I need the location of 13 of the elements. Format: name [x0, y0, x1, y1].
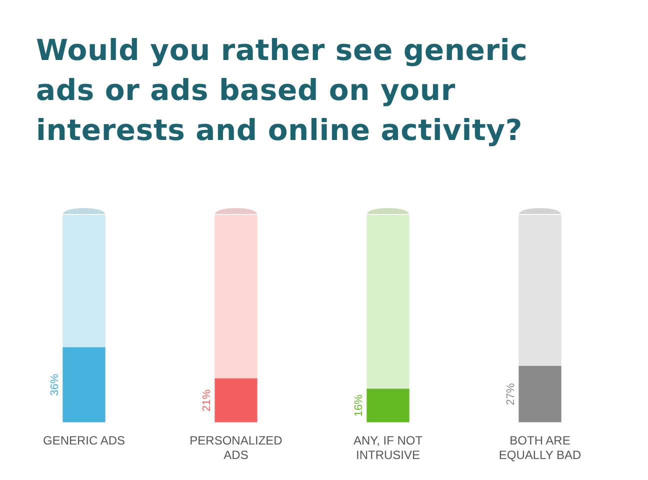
x-tick-label: PERSONALIZED ADS: [190, 434, 283, 462]
chart-title: Would you rather see generic ads or ads based on your interests and online activity?: [36, 32, 529, 149]
data-label: 36%: [49, 374, 62, 396]
bar: [518, 366, 562, 422]
x-tick-label: GENERIC ADS: [42, 434, 126, 448]
data-label: 27%: [505, 383, 518, 406]
data-label: 16%: [353, 394, 366, 417]
x-tick-label: ANY, IF NOT INTRUSIVE: [353, 434, 424, 462]
bar: [62, 347, 106, 422]
data-label: 21%: [201, 389, 214, 412]
bar: [214, 378, 258, 422]
bar: [366, 388, 410, 422]
x-tick-label: BOTH ARE EQUALLY BAD: [498, 434, 582, 462]
